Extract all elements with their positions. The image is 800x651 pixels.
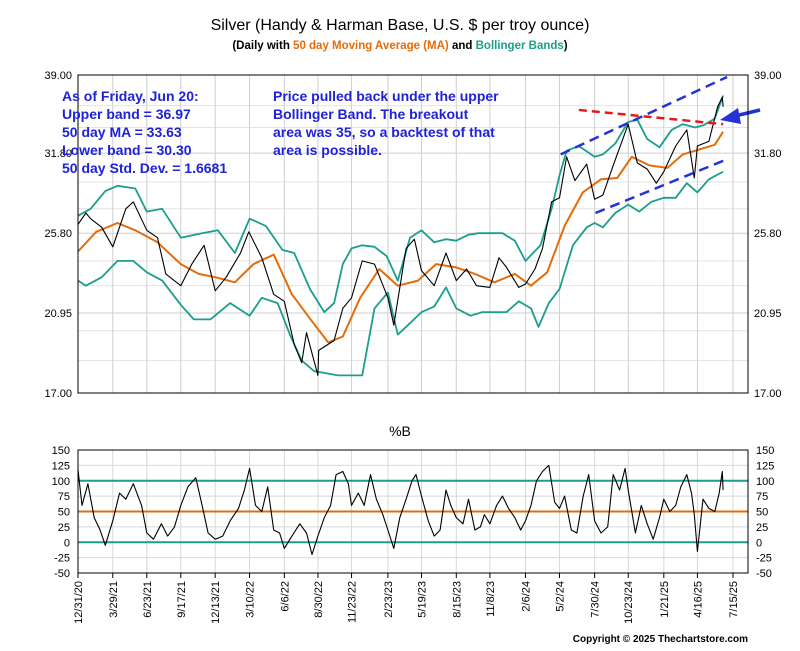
pctb-y-tick-label: 25 (756, 522, 768, 534)
lower-channel-line (594, 158, 728, 215)
subtitle-and: and (449, 40, 476, 52)
price-y-tick-label: 25.80 (754, 228, 782, 240)
upper-channel-line (560, 75, 728, 156)
x-tick-label: 9/17/21 (176, 581, 188, 618)
chart-title: Silver (Handy & Harman Base, U.S. $ per … (211, 17, 590, 34)
price-y-axis-left: 39.00 31.80 25.80 20.95 17.00 (44, 70, 72, 400)
price-y-tick-label: 25.80 (44, 228, 72, 240)
x-tick-label: 5/19/23 (417, 581, 429, 618)
pctb-y-tick-label: 150 (756, 445, 774, 457)
copyright: Copyright © 2025 Thechartstore.com (573, 634, 748, 645)
pctb-line (77, 464, 724, 556)
pctb-y-tick-label: 50 (756, 507, 768, 519)
pctb-y-axis-right: 150 125 100 75 50 25 0 -25 -50 (756, 445, 774, 580)
price-y-tick-label: 20.95 (44, 308, 72, 320)
x-axis: 12/31/20 3/29/21 6/23/21 9/17/21 12/13/21 3/1… (73, 573, 740, 624)
resistance-line (578, 108, 724, 126)
x-tick-label: 12/13/21 (210, 581, 222, 624)
pctb-y-tick-label: 75 (756, 491, 768, 503)
x-tick-label: 3/29/21 (108, 581, 120, 618)
pctb-y-tick-label: 100 (52, 476, 70, 488)
x-tick-label: 4/16/25 (692, 581, 704, 618)
pctb-y-tick-label: -50 (756, 568, 772, 580)
comment-line: Bollinger Band. The breakout (273, 106, 469, 122)
arrow-head (720, 108, 741, 124)
comment-line: area is possible. (273, 142, 382, 158)
x-tick-label: 1/21/25 (659, 581, 671, 618)
price-y-tick-label: 39.00 (754, 70, 782, 82)
x-tick-label: 6/6/22 (279, 581, 291, 612)
upper-bollinger-band (77, 95, 724, 313)
price-series (77, 95, 724, 377)
x-tick-label: 10/23/24 (623, 581, 635, 624)
pctb-title: %B (389, 423, 411, 439)
price-panel-border (77, 74, 749, 394)
x-tick-label: 7/30/24 (590, 581, 602, 618)
moving-average-line (77, 131, 724, 344)
chart-subtitle: (Daily with 50 day Moving Average (MA) a… (232, 40, 567, 52)
stats-line: As of Friday, Jun 20: (62, 88, 199, 104)
x-tick-label: 5/2/24 (554, 581, 566, 612)
trend-overlays (560, 75, 761, 215)
pctb-y-tick-label: 150 (52, 445, 70, 457)
x-tick-label: 12/31/20 (73, 581, 85, 624)
subtitle-ma-text: 50 day Moving Average (MA) (293, 40, 449, 52)
pctb-y-tick-label: -50 (54, 568, 70, 580)
pctb-y-tick-label: 0 (64, 537, 70, 549)
price-y-tick-label: 20.95 (754, 308, 782, 320)
x-tick-label: 6/23/21 (142, 581, 154, 618)
price-y-tick-label: 31.80 (44, 148, 72, 160)
price-line (77, 96, 724, 376)
pctb-y-tick-label: 0 (756, 537, 762, 549)
pctb-y-tick-label: 25 (58, 522, 70, 534)
x-tick-label: 8/15/23 (451, 581, 463, 618)
subtitle-bb-text: Bollinger Bands (476, 40, 564, 52)
price-y-tick-label: 17.00 (44, 388, 72, 400)
comment-annotation: Price pulled back under the upper Bollin… (273, 88, 499, 158)
subtitle-suffix: ) (564, 40, 568, 52)
x-tick-label: 7/15/25 (728, 581, 740, 618)
price-y-tick-label: 17.00 (754, 388, 782, 400)
x-tick-label: 8/30/22 (313, 581, 325, 618)
pctb-reference-lines (78, 479, 748, 544)
pctb-y-tick-label: 75 (58, 491, 70, 503)
x-tick-label: 11/23/22 (347, 581, 359, 623)
pctb-y-tick-label: -25 (54, 553, 70, 565)
pctb-panel-border (77, 449, 749, 574)
x-tick-label: 2/6/24 (520, 581, 532, 612)
price-y-tick-label: 39.00 (44, 70, 72, 82)
price-gridlines (78, 74, 748, 394)
pctb-panel: 150 125 100 75 50 25 0 -25 -50 150 125 100 75 50 25 0 -… (52, 445, 775, 580)
stats-line: Lower band = 30.30 (62, 142, 192, 158)
pctb-y-tick-label: 50 (58, 507, 70, 519)
pctb-y-axis-left: 150 125 100 75 50 25 0 -25 -50 (52, 445, 70, 580)
comment-line: Price pulled back under the upper (273, 88, 499, 104)
price-y-axis-right: 39.00 31.80 25.80 20.95 17.00 (754, 70, 782, 400)
comment-line: area was 35, so a backtest of that (273, 124, 495, 140)
x-tick-label: 11/8/23 (485, 581, 497, 617)
lower-bollinger-band (77, 170, 724, 377)
stats-line: 50 day Std. Dev. = 1.6681 (62, 160, 227, 176)
pctb-series (77, 464, 724, 556)
pctb-y-tick-label: 125 (756, 460, 774, 472)
pctb-y-tick-label: 125 (52, 460, 70, 472)
x-tick-label: 3/10/22 (245, 581, 257, 618)
price-panel: 39.00 31.80 25.80 20.95 17.00 39.00 31.80 25.8… (44, 70, 781, 400)
stats-annotation: As of Friday, Jun 20: Upper band = 36.97… (62, 88, 227, 176)
subtitle-prefix: (Daily with (232, 40, 293, 52)
pctb-y-tick-label: -25 (756, 553, 772, 565)
price-y-tick-label: 31.80 (754, 148, 782, 160)
pctb-y-tick-label: 100 (756, 476, 774, 488)
stats-line: 50 day MA = 33.63 (62, 124, 182, 140)
stats-line: Upper band = 36.97 (62, 106, 191, 122)
x-tick-label: 2/23/23 (383, 581, 395, 618)
